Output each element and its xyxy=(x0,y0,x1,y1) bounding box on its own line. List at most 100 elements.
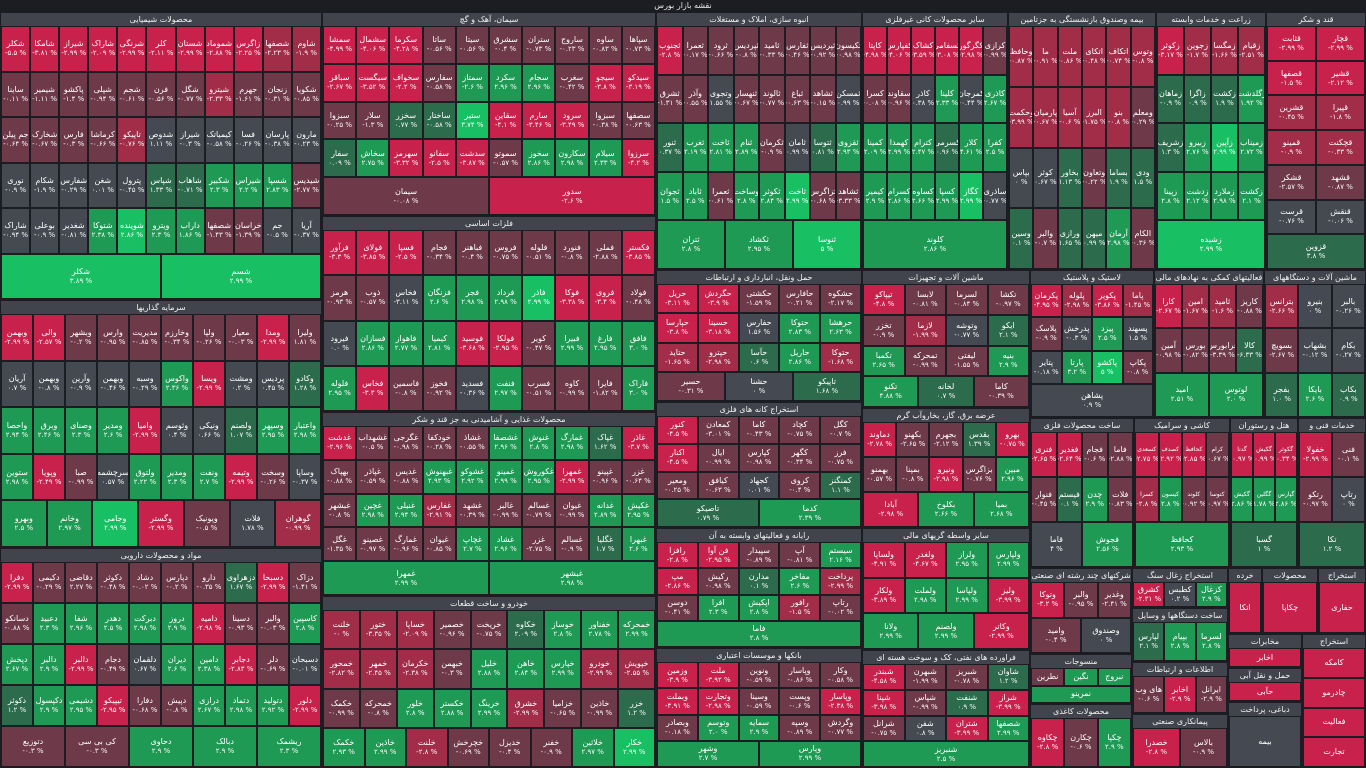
sector-title[interactable]: استخراج xyxy=(1319,569,1365,582)
stock-tile[interactable]: زنجان -۰.۳۱ % xyxy=(262,71,292,117)
stock-tile[interactable]: سشمال -۴.۰۶ % xyxy=(356,26,390,64)
stock-tile[interactable]: کمعادن -۳.۰۱ % xyxy=(697,416,739,444)
stock-tile[interactable]: ومعلم -۰.۲۹ % xyxy=(1130,86,1155,148)
stock-tile[interactable]: فولاد -۰.۴۸ % xyxy=(621,275,655,321)
stock-tile[interactable]: کاما -۰.۴۳ % xyxy=(738,416,780,444)
stock-tile[interactable]: سباقر -۲.۶۷ % xyxy=(323,63,357,102)
stock-tile[interactable]: ویترو ۲.۳ % xyxy=(146,208,176,254)
stock-tile[interactable]: وسینا -۰.۵۹ % xyxy=(738,688,780,715)
stock-tile[interactable]: بسویچ -۲.۶۷ % xyxy=(1265,328,1299,373)
stock-tile[interactable]: زمیناب ۲.۷۲ % xyxy=(1238,123,1265,172)
stock-tile[interactable]: شکویا -۰.۸۵ % xyxy=(291,71,321,117)
stock-tile[interactable]: ویسا -۲.۹۹ % xyxy=(193,360,225,408)
stock-tile[interactable]: زاگرا ۰.۹ % xyxy=(1184,74,1211,124)
stock-tile[interactable]: قاما ۴ % xyxy=(1031,522,1082,567)
stock-tile[interactable]: دزهراوی ۱.۶۷ % xyxy=(225,562,257,603)
stock-tile[interactable]: زاگرس -۲.۲۵ % xyxy=(233,26,263,72)
stock-tile[interactable]: کاپتا -۴.۹۸ % xyxy=(863,26,887,75)
stock-tile[interactable]: وحافظ -۰.۸۷ % xyxy=(1009,26,1034,87)
stock-tile[interactable]: وتوسم ۲.۰ % xyxy=(697,714,739,741)
stock-tile[interactable]: آپ -۰.۸۱ % xyxy=(779,542,821,569)
stock-tile[interactable]: ختور -۳.۳۵ % xyxy=(359,610,397,650)
stock-tile[interactable]: کلوند ۲.۸۶ % xyxy=(863,220,1007,269)
stock-tile[interactable]: کی بی سی -۰.۳ % xyxy=(65,726,129,767)
stock-tile[interactable]: ثاخت ۲.۸۱ % xyxy=(708,123,734,172)
stock-tile[interactable]: حشنا ۰ % xyxy=(725,371,793,401)
stock-tile[interactable]: بکلوخ ۲.۶۶ % xyxy=(918,492,974,527)
stock-tile[interactable]: وصنای ۲.۳ % xyxy=(65,407,97,454)
stock-tile[interactable]: سقاوند -۰.۹۶ % xyxy=(887,74,911,124)
stock-tile[interactable]: دلور -۲.۹۹ % xyxy=(289,685,321,726)
stock-tile[interactable]: ثعمرا -۰.۶۱ % xyxy=(708,171,734,221)
stock-tile[interactable]: دامیه -۲.۹۸ % xyxy=(193,603,225,644)
stock-tile[interactable]: خشرق -۲.۹۹ % xyxy=(507,688,545,728)
stock-tile[interactable]: فخوز -۰.۹۲ % xyxy=(422,365,456,411)
stock-tile[interactable]: غگرجی -۰.۹۸ % xyxy=(389,426,423,460)
stock-tile[interactable]: فوکا -۳.۳۸ % xyxy=(555,275,589,321)
stock-tile[interactable]: ولراز ۲.۹۵ % xyxy=(946,542,988,578)
stock-tile[interactable]: کفرا ۲.۵ % xyxy=(983,123,1007,172)
stock-tile[interactable]: دلقمان ۰.۶۷ % xyxy=(129,644,161,685)
sector-title[interactable]: ماشین آلات و تجهیزات xyxy=(863,271,1029,284)
stock-tile[interactable]: اخابر -۲.۹ % xyxy=(1164,676,1196,713)
stock-tile[interactable]: تیپیکو -۲.۹۵ % xyxy=(97,685,129,726)
stock-tile[interactable]: بورس -۰.۸۲ % xyxy=(1182,328,1209,373)
stock-tile[interactable]: چکاوه -۲.۸ % xyxy=(1031,718,1065,767)
sector-title[interactable]: محصولات xyxy=(1263,569,1317,582)
stock-tile[interactable]: خفناور ۲.۷۸ % xyxy=(581,610,619,650)
stock-tile[interactable]: شفا ۲.۹۶ % xyxy=(65,603,97,644)
sector-title[interactable]: مواد و محصولات دارویی xyxy=(1,549,321,562)
stock-tile[interactable]: فارس -۰.۳ % xyxy=(59,117,89,163)
stock-tile[interactable]: ومعیر -۰.۲۵ % xyxy=(657,471,698,500)
stock-tile[interactable]: ثتران ۲.۸ % xyxy=(657,220,725,269)
stock-tile[interactable]: مدیریت -۰.۸۵ % xyxy=(129,314,161,361)
stock-tile[interactable]: کگل -۰.۷ % xyxy=(820,416,861,444)
stock-tile[interactable]: شبهرن -۱.۹۹ % xyxy=(904,664,946,690)
stock-tile[interactable]: نطرین-۰.۵۸ % xyxy=(1031,668,1065,686)
stock-tile[interactable]: گگلین ۱.۷۸ % xyxy=(1253,477,1275,522)
stock-tile[interactable]: پکویر -۳.۸۶ % xyxy=(1092,284,1123,318)
stock-tile[interactable]: غصینو -۰.۹۷ % xyxy=(356,527,390,562)
stock-tile[interactable]: سکارون ۲.۹۸ % xyxy=(555,139,589,178)
stock-tile[interactable]: زپینا ۲.۸ % xyxy=(1157,171,1184,221)
stock-tile[interactable]: دپخش ۲.۶۷ % xyxy=(1,644,33,685)
stock-tile[interactable]: قشکر -۲.۵۷ % xyxy=(1267,164,1316,200)
stock-tile[interactable]: سجام ۲.۹۶ % xyxy=(522,63,556,102)
stock-tile[interactable]: خرینگ ۲.۹۹ % xyxy=(470,688,508,728)
stock-tile[interactable]: کشاک -۳.۵۹ % xyxy=(911,26,935,75)
stock-tile[interactable]: شستان -۲.۹۹ % xyxy=(175,26,205,72)
stock-tile[interactable]: ساتا -۰.۵۶ % xyxy=(422,26,456,64)
stock-tile[interactable]: خکستر ۲.۸۸ % xyxy=(433,688,471,728)
stock-tile[interactable]: قچار -۲.۹۹ % xyxy=(1316,26,1365,61)
sector-title[interactable]: مخابرات xyxy=(1229,635,1301,648)
stock-tile[interactable]: داراب ۱.۸۶ % xyxy=(175,208,205,254)
stock-tile[interactable]: سخزر ۰.۷۷ % xyxy=(389,101,423,140)
sector-title[interactable]: بیمه وصندوق بازنشستگی به جزتامین xyxy=(1009,13,1155,26)
stock-tile[interactable]: دفارا -۰.۶۸ % xyxy=(129,685,161,726)
sector-title[interactable]: سایر واسطه گریهای مالی xyxy=(863,529,1029,542)
stock-tile[interactable]: غبهنوش ۲.۹۳ % xyxy=(422,459,456,494)
stock-tile[interactable]: البرز -۱.۷۵ % xyxy=(1082,86,1107,148)
stock-tile[interactable]: غپاذر -۰.۵۹ % xyxy=(356,459,390,494)
stock-tile[interactable]: وبملت -۳.۹۱ % xyxy=(657,688,698,715)
sector-title[interactable]: محصولات کاغذی xyxy=(1031,705,1131,718)
stock-tile[interactable]: زشیده ۲.۹۹ % xyxy=(1157,220,1265,269)
sector-title[interactable]: استخراج زغال سنگ xyxy=(1133,569,1227,582)
stock-tile[interactable]: سخوز ۲.۸۶ % xyxy=(522,139,556,178)
stock-tile[interactable]: فیستم ۰.۱ % xyxy=(1056,477,1082,522)
stock-tile[interactable]: غزر -۰.۶۴ % xyxy=(621,459,655,494)
stock-tile[interactable]: پدرخش -۰.۳ % xyxy=(1061,317,1092,351)
stock-tile[interactable]: خمهر -۲.۴۵ % xyxy=(359,649,397,689)
stock-tile[interactable]: واکوس ۲.۳۶ % xyxy=(161,360,193,408)
stock-tile[interactable]: فجر ۲.۹۸ % xyxy=(455,275,489,321)
stock-tile[interactable]: بشهاب -۰.۱۲ % xyxy=(1298,328,1332,373)
stock-tile[interactable]: ولکار -۳.۸۹ % xyxy=(863,577,905,614)
stock-tile[interactable]: زدشت ۲.۱۲ % xyxy=(1184,171,1211,221)
stock-tile[interactable]: کلینا ۲.۳۳ % xyxy=(935,74,959,124)
stock-tile[interactable]: ونفت ۲.۷ % xyxy=(193,453,225,501)
stock-tile[interactable]: گوهران -۰.۹۹ % xyxy=(275,500,321,547)
stock-tile[interactable]: صبا -۰.۹۹ % xyxy=(65,453,97,501)
stock-tile[interactable]: دروز ۲.۹ % xyxy=(161,603,193,644)
stock-tile[interactable]: ثجنوب -۲.۸ % xyxy=(657,26,683,75)
stock-tile[interactable]: ثباغ -۰.۶۳ % xyxy=(784,74,810,124)
